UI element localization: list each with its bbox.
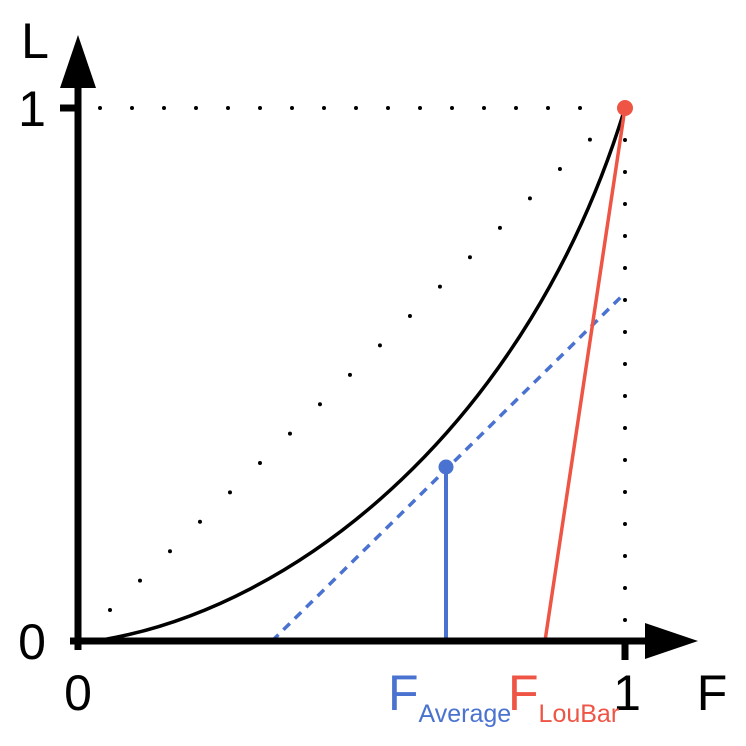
y-tick-label: 1 xyxy=(18,81,46,137)
x-axis-label: F xyxy=(697,665,728,721)
y-tick-label: 0 xyxy=(18,614,46,670)
average-subscript: Average xyxy=(419,700,512,728)
average-symbol: F xyxy=(388,665,419,721)
loubar-symbol: F xyxy=(508,665,539,721)
y-axis-label: L xyxy=(21,13,49,69)
lorenz-curve xyxy=(94,107,627,643)
equality-line xyxy=(108,116,614,612)
loubar-label: FLouBar xyxy=(508,665,619,728)
x-tick-label: 1 xyxy=(613,665,641,721)
loubar-subscript: LouBar xyxy=(539,700,620,728)
x-tick-label: 0 xyxy=(64,665,92,721)
loubar-line xyxy=(543,107,627,642)
average-point xyxy=(438,459,454,475)
loubar-point xyxy=(617,100,633,116)
y-arrow xyxy=(60,35,96,88)
average-label: FAverage xyxy=(388,665,511,728)
x-arrow xyxy=(645,623,698,659)
